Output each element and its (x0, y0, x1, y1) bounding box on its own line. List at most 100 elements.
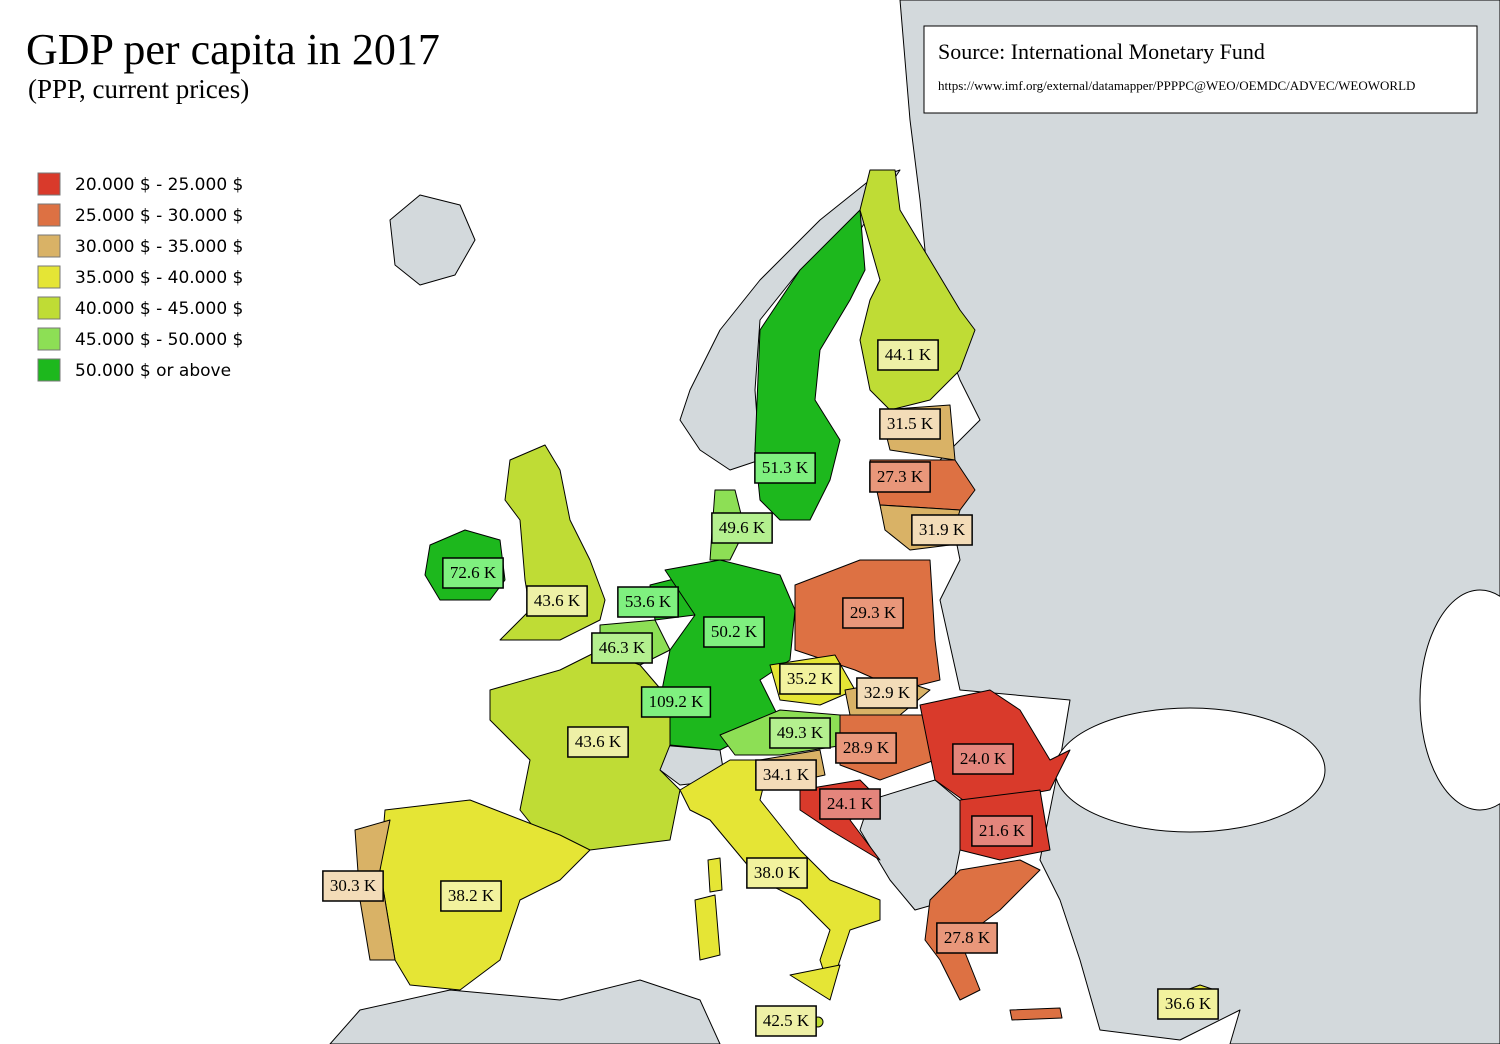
value-label: 36.6 K (1157, 988, 1219, 1020)
source-box (923, 25, 1478, 114)
sicily (789, 964, 841, 1001)
value-label-text: 109.2 K (649, 692, 705, 711)
legend: 20.000 $ - 25.000 $ 25.000 $ - 30.000 $ 30… (37, 172, 243, 382)
value-label-box (617, 586, 679, 618)
value-label-box (877, 339, 939, 371)
value-label-text: 28.9 K (843, 738, 890, 757)
legend-label: 35.000 $ - 40.000 $ (75, 268, 243, 288)
legend-swatch (37, 296, 61, 320)
value-label-text: 24.1 K (827, 794, 874, 813)
caspian-sea (1419, 589, 1500, 811)
value-label: 30.3 K (322, 870, 384, 902)
value-label: 34.1 K (755, 759, 817, 791)
land-background (329, 0, 1500, 1044)
value-label: 53.6 K (617, 586, 679, 618)
value-label: 38.2 K (440, 880, 502, 912)
value-label-box (703, 616, 765, 648)
value-label: 32.9 K (856, 677, 918, 709)
value-label-box (440, 880, 502, 912)
value-label-text: 34.1 K (763, 765, 810, 784)
value-label: 72.6 K (442, 557, 504, 589)
value-label-box (322, 870, 384, 902)
sardinia (694, 894, 721, 961)
legend-swatch (37, 327, 61, 351)
value-label: 21.6 K (971, 815, 1033, 847)
value-label-text: 72.6 K (450, 563, 497, 582)
value-label: 29.3 K (842, 597, 904, 629)
value-label-box (711, 512, 773, 544)
value-label: 35.2 K (779, 663, 841, 695)
value-label-text: 35.2 K (787, 669, 834, 688)
value-label: 49.6 K (711, 512, 773, 544)
legend-swatch (37, 265, 61, 289)
value-labels: 44.1 K 31.5 K 27.3 K 31.9 K 51.3 K 49.6 K 72.6… (322, 339, 1219, 1037)
map-title: GDP per capita in 2017 (26, 25, 440, 74)
value-label-text: 27.8 K (944, 928, 991, 947)
value-label-text: 30.3 K (330, 876, 377, 895)
legend-swatch (37, 203, 61, 227)
value-label-box (755, 759, 817, 791)
value-label-box (971, 815, 1033, 847)
legend-label: 30.000 $ - 35.000 $ (75, 237, 243, 257)
value-label-box (819, 788, 881, 820)
legend-label: 45.000 $ - 50.000 $ (75, 330, 243, 350)
legend-label: 25.000 $ - 30.000 $ (75, 206, 243, 226)
value-label-box (911, 514, 973, 546)
value-label-text: 31.5 K (887, 414, 934, 433)
black-sea (1054, 707, 1326, 833)
value-label: 109.2 K (640, 686, 712, 718)
north-africa (329, 979, 721, 1044)
value-label-box (754, 452, 816, 484)
value-label-box (640, 686, 712, 718)
value-label: 27.3 K (869, 461, 931, 493)
corsica (707, 857, 723, 893)
legend-label: 20.000 $ - 25.000 $ (75, 175, 243, 195)
value-label-box (1157, 988, 1219, 1020)
value-label-box (591, 632, 653, 664)
value-label-text: 46.3 K (599, 638, 646, 657)
value-label-box (442, 557, 504, 589)
value-label-text: 38.2 K (448, 886, 495, 905)
map-subtitle: (PPP, current prices) (28, 74, 249, 104)
value-label-text: 36.6 K (1165, 994, 1212, 1013)
value-label-text: 27.3 K (877, 467, 924, 486)
value-label-box (526, 585, 588, 617)
value-label-text: 44.1 K (885, 345, 932, 364)
source-url: https://www.imf.org/external/datamapper/… (938, 78, 1415, 93)
value-label: 42.5 K (755, 1005, 817, 1037)
value-label-text: 21.6 K (979, 821, 1026, 840)
value-label-text: 31.9 K (919, 520, 966, 539)
value-label-box (952, 743, 1014, 775)
value-label: 31.5 K (879, 408, 941, 440)
value-label: 43.6 K (526, 585, 588, 617)
value-label: 24.1 K (819, 788, 881, 820)
value-label: 27.8 K (936, 922, 998, 954)
value-label-box (936, 922, 998, 954)
value-label: 51.3 K (754, 452, 816, 484)
legend-label: 40.000 $ - 45.000 $ (75, 299, 243, 319)
value-label-text: 38.0 K (754, 863, 801, 882)
crete (1009, 1007, 1063, 1021)
value-label-text: 43.6 K (534, 591, 581, 610)
value-label: 24.0 K (952, 743, 1014, 775)
value-label-box (755, 1005, 817, 1037)
value-label-text: 51.3 K (762, 458, 809, 477)
value-label-box (779, 663, 841, 695)
value-label-text: 24.0 K (960, 749, 1007, 768)
value-label-text: 32.9 K (864, 683, 911, 702)
value-label: 31.9 K (911, 514, 973, 546)
value-label-text: 43.6 K (575, 732, 622, 751)
legend-swatch (37, 234, 61, 258)
sweden (754, 209, 866, 521)
value-label-box (842, 597, 904, 629)
value-label: 44.1 K (877, 339, 939, 371)
value-label-text: 29.3 K (850, 603, 897, 622)
value-label-box (856, 677, 918, 709)
value-label-box (769, 717, 831, 749)
value-label: 46.3 K (591, 632, 653, 664)
value-label: 43.6 K (567, 726, 629, 758)
value-label-box (869, 461, 931, 493)
value-label-box (746, 857, 808, 889)
value-label: 50.2 K (703, 616, 765, 648)
